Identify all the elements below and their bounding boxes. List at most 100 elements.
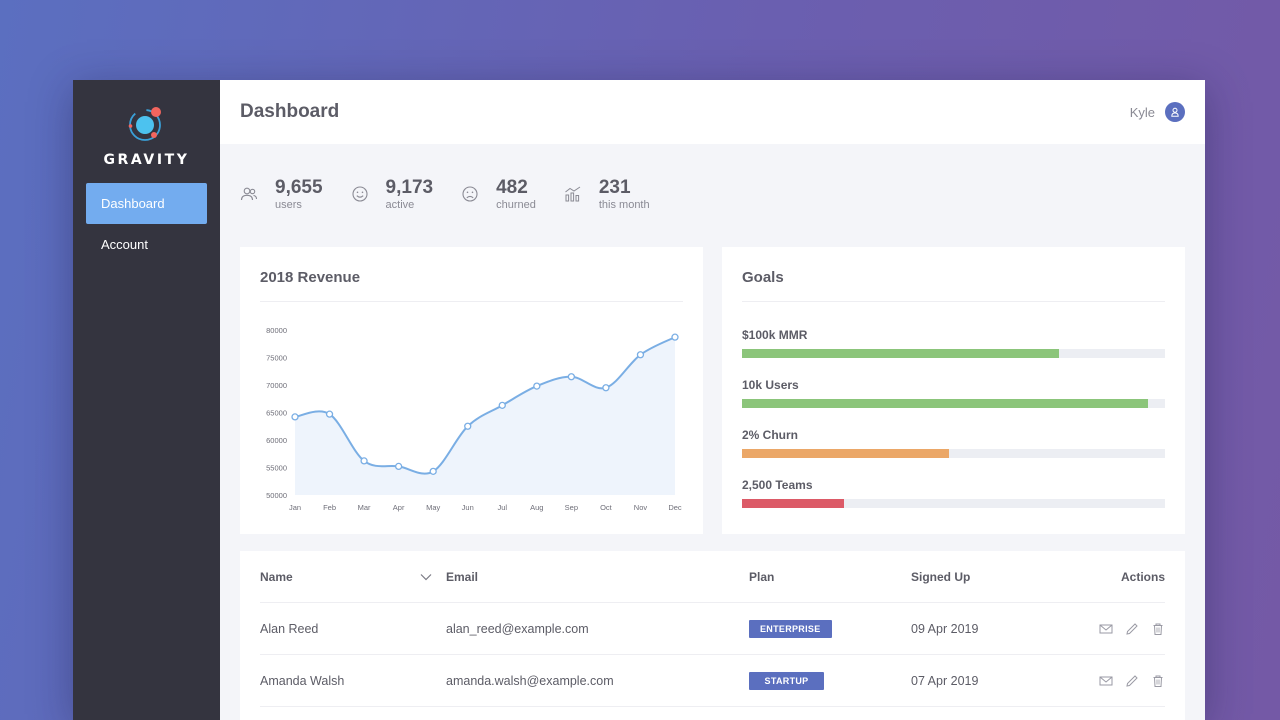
user-name: Kyle [1129,104,1155,120]
cell-name: Alan Reed [260,621,319,636]
x-tick-label: Jul [497,503,507,512]
y-tick-label: 80000 [266,326,287,335]
stat-value: 482 [496,177,528,198]
y-tick-label: 60000 [266,436,287,445]
top-header: Dashboard Kyle [220,80,1205,144]
stat-value: 9,655 [275,177,323,198]
data-point [360,457,368,465]
x-tick-label: Apr [393,503,405,512]
sidebar: GRAVITY Dashboard Account [73,80,220,720]
cell-email: alan_reed@example.com [446,621,589,636]
data-point [291,413,299,421]
goals-title: Goals [742,269,1165,302]
growth-chart-icon [565,186,581,202]
y-tick-label: 55000 [266,464,287,473]
edit-icon[interactable] [1125,674,1139,688]
data-point [429,467,437,476]
stat-label: users [275,199,302,211]
data-point [567,373,576,381]
x-tick-label: Feb [323,503,336,512]
goal-progress-track [742,449,1165,458]
revenue-title: 2018 Revenue [260,269,683,302]
goal-progress-fill [742,449,950,458]
main-content: Dashboard Kyle [220,80,1205,720]
goal-label: $100k MMR [742,328,808,342]
x-tick-label: Oct [600,503,613,512]
stat-churned: 482 churned [461,177,536,217]
cell-name: Amanda Walsh [260,673,345,688]
table-row: Amanda Walsh amanda.walsh@example.com ST… [260,655,1165,707]
data-point [671,333,679,341]
mail-icon[interactable] [1099,622,1113,636]
goal-progress-track [742,499,1165,508]
goal-progress-track [742,399,1165,408]
data-point [636,351,645,359]
users-icon [240,187,258,201]
cell-signed-up: 09 Apr 2019 [911,621,979,636]
sidebar-item-dashboard[interactable]: Dashboard [86,183,207,224]
data-point [325,410,334,418]
stat-value: 231 [598,177,631,198]
goal-item: 10k Users [722,378,1185,408]
column-header-actions: Actions [1120,569,1165,584]
stats-row: 9,655 users 9,173 active [220,177,1205,217]
x-tick-label: Sep [565,503,578,512]
trash-icon[interactable] [1151,622,1165,636]
page-title: Dashboard [240,101,340,122]
users-table: Name Email Plan Signed Up Actions Alan R… [240,551,1185,720]
goal-progress-fill [742,399,1149,408]
goal-progress-fill [742,349,1060,358]
data-point [533,382,541,390]
column-header-email[interactable]: Email [446,569,479,584]
series-area [295,337,675,495]
sidebar-nav: Dashboard Account [86,183,207,265]
table-row: Alan Reed alan_reed@example.com ENTERPRI… [260,603,1165,655]
avatar[interactable] [1165,102,1185,122]
goal-progress-fill [742,499,844,508]
x-tick-label: Jan [289,503,301,512]
stat-label: churned [496,199,536,211]
app-name: GRAVITY [103,152,190,168]
goals-card: Goals $100k MMR 10k Users 2% Churn 2,500… [722,247,1185,534]
stat-users: 9,655 users [240,177,323,217]
goal-label: 2,500 Teams [742,478,813,492]
data-point [464,422,472,430]
stat-this-month: 231 this month [564,177,650,217]
trash-icon[interactable] [1151,674,1165,688]
x-tick-label: Jun [462,503,474,512]
cell-signed-up: 07 Apr 2019 [911,673,979,688]
column-header-signed-up[interactable]: Signed Up [911,569,971,584]
cell-email: amanda.walsh@example.com [446,673,614,688]
x-tick-label: Dec [668,503,682,512]
column-header-name[interactable]: Name [260,569,293,584]
stat-label: this month [598,199,650,211]
stat-active: 9,173 active [351,177,434,217]
row-actions [1061,622,1165,636]
x-tick-label: Nov [634,503,648,512]
goal-progress-track [742,349,1165,358]
column-header-plan[interactable]: Plan [749,569,775,584]
data-point [602,384,610,392]
y-tick-label: 50000 [266,491,287,500]
table-header-row: Name Email Plan Signed Up Actions [260,551,1165,603]
goal-label: 2% Churn [742,428,799,442]
app-window: GRAVITY Dashboard Account Dashboard Kyle [73,80,1205,720]
plan-badge: ENTERPRISE [749,619,832,638]
user-menu[interactable]: Kyle [1130,102,1185,122]
row-actions [1061,674,1165,688]
goal-item: 2,500 Teams [722,478,1185,508]
goals-list: $100k MMR 10k Users 2% Churn 2,500 Teams [722,302,1185,508]
stat-value: 9,173 [385,177,434,198]
chevron-down-icon[interactable] [420,573,432,581]
sidebar-item-account[interactable]: Account [101,237,148,252]
mail-icon[interactable] [1099,674,1113,688]
goal-item: $100k MMR [722,328,1185,358]
data-point [498,401,506,409]
edit-icon[interactable] [1125,622,1139,636]
gravity-logo-icon [128,107,161,141]
app-logo[interactable]: GRAVITY [73,104,220,168]
x-tick-label: Aug [530,503,543,512]
user-icon [1171,107,1179,117]
goal-item: 2% Churn [722,428,1185,458]
